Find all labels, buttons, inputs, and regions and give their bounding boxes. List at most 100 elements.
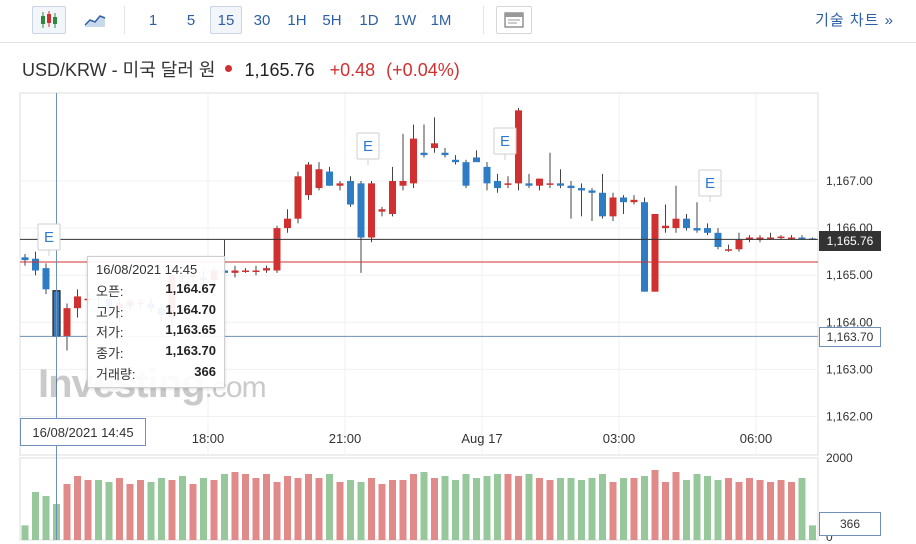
candle-body — [252, 270, 260, 272]
plot-frame — [19, 92, 819, 456]
candle-body — [777, 236, 785, 239]
volume-bar — [420, 472, 428, 540]
volume-bar — [126, 484, 134, 540]
tooltip-row-label: 종가: — [96, 346, 124, 361]
technical-chart-link[interactable]: 기술 차트 » — [815, 12, 894, 29]
volume-bar — [42, 496, 50, 540]
candle-body — [431, 143, 438, 149]
candle-body — [704, 228, 711, 233]
y-tick-label: 1,162.00 — [826, 410, 873, 424]
timeframe-1m[interactable]: 1M — [430, 11, 452, 29]
volume-frame — [19, 457, 819, 541]
candle-body — [641, 202, 648, 292]
candle-body — [336, 183, 344, 186]
tooltip-row-label: 오픈: — [96, 284, 124, 299]
candle-body — [74, 296, 81, 309]
candle-body — [672, 218, 680, 229]
volume-bar — [147, 482, 155, 540]
volume-bar — [336, 482, 344, 540]
candle-body — [788, 237, 795, 240]
live-indicator-icon — [224, 64, 232, 72]
volume-bar — [368, 478, 375, 540]
volume-bar — [714, 480, 722, 540]
y-tick-label: 1,164.00 — [826, 315, 873, 329]
volume-bar — [641, 476, 648, 540]
candle-body — [567, 185, 575, 189]
x-tick-label: 03:00 — [603, 431, 636, 446]
volume-tick-label: 2000 — [826, 451, 853, 465]
timeframe-1d[interactable]: 1D — [359, 11, 379, 29]
tooltip-row-label: 저가: — [96, 325, 124, 340]
volume-bar — [567, 478, 575, 540]
candle-body — [662, 225, 669, 229]
candle-body — [315, 169, 323, 189]
tooltip-row-value: 1,163.70 — [165, 343, 216, 358]
tooltip-row: 거래량: 366 — [96, 364, 216, 384]
candlestick-icon[interactable] — [32, 6, 66, 34]
timeframe-1w[interactable]: 1W — [393, 11, 417, 29]
volume-bar — [809, 525, 816, 540]
tooltip-row-value: 366 — [194, 364, 216, 379]
volume-bar — [84, 480, 92, 540]
volume-bar — [189, 484, 197, 540]
volume-bar — [263, 474, 270, 540]
volume-bar — [347, 480, 354, 540]
candle-body — [504, 183, 512, 185]
event-marker-label: E — [705, 175, 715, 192]
volume-bar — [672, 472, 680, 540]
price-change: +0.48 — [329, 60, 376, 80]
timeframe-15[interactable]: 15 — [210, 6, 242, 34]
volume-bar — [399, 480, 407, 540]
volume-tick-label: 0 — [826, 530, 833, 544]
candle-body — [462, 162, 470, 186]
toolbar: 1 5 15 30 1H 5H 1D 1W 1M 기술 차트 » — [0, 0, 916, 43]
volume-bar — [546, 480, 554, 540]
candle-body — [536, 178, 543, 186]
candle-body — [515, 110, 522, 184]
volume-bar — [95, 480, 102, 540]
timeframe-5[interactable]: 5 — [186, 11, 196, 29]
volume-bar — [536, 478, 543, 540]
volume-bar — [137, 480, 144, 540]
y-tick-label: 1,163.00 — [826, 362, 873, 376]
volume-bar — [683, 480, 690, 540]
volume-bar — [609, 482, 617, 540]
event-marker-label: E — [44, 229, 54, 246]
candle-body — [284, 218, 291, 229]
volume-bar — [305, 474, 312, 540]
tooltip-row-label: 거래량: — [96, 367, 136, 382]
tooltip-datetime: 16/08/2021 14:45 — [96, 262, 198, 277]
volume-bar — [357, 482, 365, 540]
volume-bar — [231, 472, 239, 540]
volume-bar — [389, 480, 396, 540]
tooltip-row: 저가: 1,163.65 — [96, 322, 216, 342]
toolbar-divider — [483, 6, 484, 34]
volume-bar — [462, 474, 470, 540]
layout-icon[interactable] — [496, 6, 532, 34]
candle-body — [441, 152, 449, 156]
x-tick-label: 06:00 — [740, 431, 773, 446]
volume-bar — [158, 478, 165, 540]
volume-bar — [242, 474, 249, 540]
timeframe-5h[interactable]: 5H — [322, 11, 342, 29]
timeframe-30[interactable]: 30 — [253, 11, 271, 29]
volume-bar — [200, 478, 207, 540]
candle-body — [746, 237, 753, 240]
volume-bar — [798, 478, 806, 540]
y-tick-label: 1,165.00 — [826, 268, 873, 282]
candle-body — [683, 218, 690, 229]
volume-bar — [620, 478, 627, 540]
area-chart-icon[interactable] — [78, 6, 112, 34]
crosshair-date-label: 16/08/2021 14:45 — [20, 418, 146, 446]
volume-bar — [210, 480, 218, 540]
candle-body — [651, 213, 659, 292]
volume-bar — [704, 476, 711, 540]
timeframe-1h[interactable]: 1H — [287, 11, 307, 29]
candle-body — [494, 181, 501, 189]
timeframe-1[interactable]: 1 — [148, 11, 158, 29]
candle-body — [578, 188, 585, 191]
candle-body — [378, 209, 386, 212]
crosshair-volume-label: 366 — [819, 512, 881, 536]
volume-bar — [588, 478, 596, 540]
